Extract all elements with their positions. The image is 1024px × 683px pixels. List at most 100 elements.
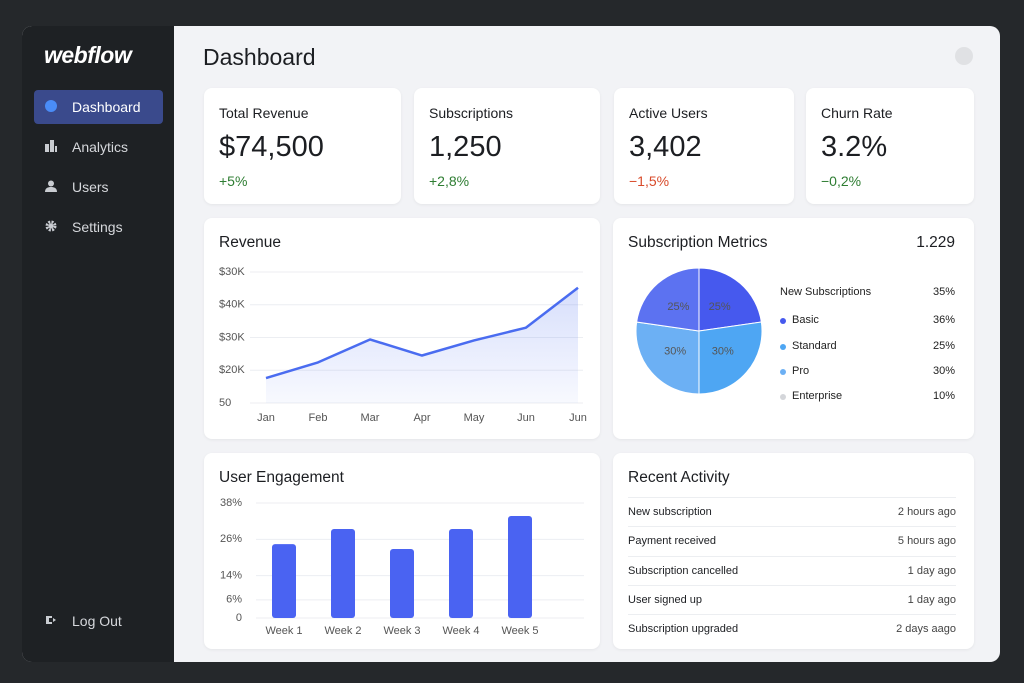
pie-slice	[698, 267, 762, 332]
slice-label: 30%	[664, 346, 686, 358]
pie-slice	[698, 321, 763, 395]
card-title: User Engagement	[219, 469, 344, 486]
x-tick-label: Jun	[569, 412, 587, 424]
activity-row: Subscription cancelled 1 day ago	[628, 555, 956, 586]
nav-icon	[45, 100, 57, 112]
avatar[interactable]	[955, 47, 973, 65]
kpi-card: Active Users 3,402 −1,5%	[614, 88, 794, 204]
activity-row: User signed up 1 day ago	[628, 584, 956, 615]
legend-label: Standard	[792, 340, 837, 352]
subscription-total: 1.229	[916, 234, 955, 251]
engagement-card: User Engagement 38% 26% 14% 6% 0 Week 1 Week 2…	[204, 453, 600, 649]
legend-label: Pro	[792, 365, 810, 377]
kpi-card: Subscriptions 1,250 +2,8%	[414, 88, 600, 204]
activity-row: New subscription 2 hours ago	[628, 497, 956, 527]
sidebar: webflow Dashboard Analytics Users Settings …	[22, 26, 174, 662]
nav-item[interactable]: Dashboard	[34, 90, 163, 124]
y-tick-label: $40K	[219, 299, 245, 311]
activity-card: Recent Activity New subscription 2 hours …	[613, 453, 974, 649]
kpi-change: +2,8%	[429, 173, 470, 189]
nav-item[interactable]: Analytics	[34, 130, 163, 164]
pie-chart: 25% 30% 30% 25%	[635, 267, 763, 395]
y-tick-label: 50	[219, 397, 231, 409]
kpi-value: 3.2%	[821, 131, 888, 163]
y-tick-label: $20K	[219, 364, 245, 376]
revenue-card: Revenue $30K $40K $30K $20K 50 Jan Feb Mar Apr Ma…	[204, 218, 600, 439]
page-title: Dashboard	[203, 44, 316, 70]
nav-item[interactable]: Settings	[34, 210, 163, 244]
legend-item: New Subscriptions 35%	[780, 286, 955, 300]
activity-row: Subscription upgraded 2 days aago	[628, 614, 956, 644]
bar	[449, 529, 473, 618]
kpi-label: Churn Rate	[821, 105, 893, 121]
legend-swatch	[780, 369, 786, 375]
card-title: Recent Activity	[628, 469, 730, 486]
bar	[508, 516, 532, 618]
kpi-change: +5%	[219, 173, 248, 189]
y-tick-label: 38%	[220, 497, 242, 509]
activity-time: 1 day ago	[907, 593, 956, 606]
legend-item: Standard 25%	[780, 340, 955, 354]
area	[266, 287, 578, 403]
legend-swatch	[780, 344, 786, 350]
line	[265, 286, 579, 380]
bar	[272, 544, 296, 618]
y-tick-label: 0	[236, 612, 242, 624]
app-window: webflow Dashboard Analytics Users Settings …	[22, 26, 1000, 662]
legend-value: 36%	[932, 314, 955, 326]
activity-event: Subscription cancelled	[628, 564, 739, 577]
y-tick-label: 26%	[220, 533, 242, 545]
y-tick-label: $30K	[219, 331, 245, 343]
x-tick-label: Feb	[309, 412, 328, 424]
activity-time: 2 days aago	[896, 623, 956, 636]
kpi-label: Total Revenue	[219, 105, 309, 121]
x-tick-label: Mar	[361, 412, 380, 424]
kpi-label: Active Users	[629, 105, 708, 121]
y-tick-label: 6%	[226, 594, 242, 606]
legend-label: New Subscriptions	[780, 286, 872, 298]
nav-label: Settings	[72, 219, 123, 235]
legend-swatch	[780, 394, 786, 400]
engagement-chart: 38% 26% 14% 6% 0 Week 1 Week 2 Week 3 Week 4 Week…	[220, 497, 584, 637]
kpi-value: 3,402	[629, 131, 702, 163]
legend-item: Enterprise 10%	[780, 390, 955, 404]
kpi-label: Subscriptions	[429, 105, 514, 121]
activity-time: 2 hours ago	[897, 506, 956, 518]
logout[interactable]: Log Out	[34, 604, 163, 638]
y-tick-label: 14%	[220, 570, 242, 582]
bar	[331, 529, 355, 618]
bar	[390, 549, 414, 618]
activity-time: 1 day ago	[907, 564, 956, 577]
kpi-value: 1,250	[429, 131, 502, 163]
card-title: Revenue	[219, 234, 282, 251]
kpi-value: $74,500	[219, 131, 324, 163]
pie-slice	[636, 267, 700, 332]
brand: webflow	[44, 42, 132, 68]
nav-icon	[45, 180, 57, 192]
nav-item[interactable]: Users	[34, 170, 163, 204]
x-tick-label: Week 3	[383, 625, 420, 637]
nav-icon	[45, 220, 57, 232]
slice-label: 30%	[712, 346, 734, 358]
y-tick-label: $30K	[219, 266, 245, 278]
legend-value: 30%	[932, 365, 955, 377]
legend-swatch	[780, 318, 786, 324]
legend-value: 10%	[932, 390, 955, 402]
legend-item: Pro 30%	[780, 365, 955, 379]
x-tick-label: Week 4	[442, 625, 479, 637]
kpi-card: Churn Rate 3.2% −0,2%	[806, 88, 974, 204]
x-tick-label: Jan	[257, 412, 275, 424]
pie-slice	[635, 321, 700, 395]
x-tick-label: Week 2	[324, 625, 361, 637]
legend-value: 25%	[932, 340, 955, 352]
subscription-card: Subscription Metrics 1.229 25% 30% 30% 25% …	[613, 218, 974, 439]
activity-time: 5 hours ago	[897, 535, 956, 548]
x-tick-label: Week 5	[501, 625, 538, 637]
kpi-change: −1,5%	[629, 173, 670, 189]
legend-label: Basic	[792, 314, 819, 326]
activity-event: Payment received	[628, 535, 717, 548]
activity-event: User signed up	[628, 593, 702, 606]
revenue-chart: $30K $40K $30K $20K 50 Jan Feb Mar Apr May Jun Jun	[219, 266, 587, 424]
x-tick-label: May	[464, 412, 485, 424]
card-title: Subscription Metrics	[628, 234, 768, 251]
